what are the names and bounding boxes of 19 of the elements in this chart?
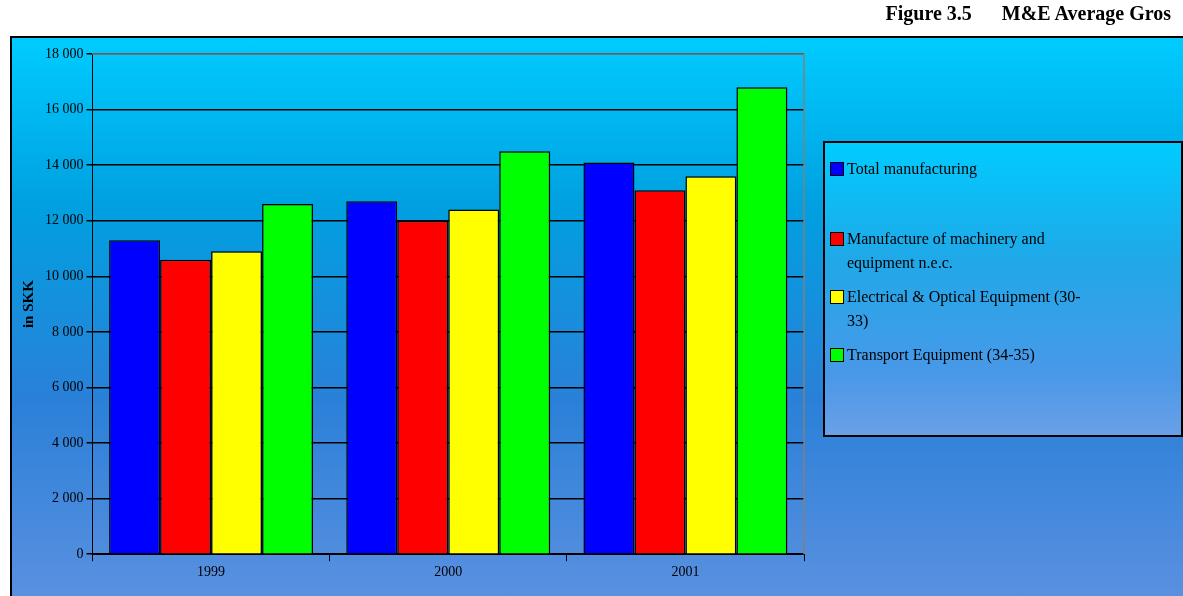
x-tick-label: 1999 <box>197 564 226 580</box>
y-tick-label: 0 <box>76 545 84 561</box>
legend-label: Transport Equipment (34-35) <box>847 345 1036 366</box>
y-tick-label: 6 000 <box>52 379 84 395</box>
legend-label: Total manufacturing <box>847 159 978 180</box>
y-axis-title: in SKK <box>19 279 36 329</box>
x-tick-label: 2001 <box>671 564 700 580</box>
text: Figure 3.5 M&E Average Gros <box>885 2 1171 25</box>
legend-label: Manufacture of machinery and equipment n.e.c. <box>847 229 1046 274</box>
y-tick-label: 4 000 <box>52 434 84 450</box>
y-tick-label: 12 000 <box>45 212 84 228</box>
y-tick-label: 14 000 <box>45 156 84 172</box>
y-tick-label: 8 000 <box>52 323 84 339</box>
y-tick-label: 10 000 <box>45 267 84 283</box>
x-tick-label: 2000 <box>434 564 463 580</box>
y-tick-label: 2 000 <box>52 490 84 506</box>
y-tick-label: 18 000 <box>45 45 84 61</box>
y-tick-label: 16 000 <box>45 101 84 117</box>
legend-label: Electrical & Optical Equipment (30-33) <box>847 287 1082 332</box>
